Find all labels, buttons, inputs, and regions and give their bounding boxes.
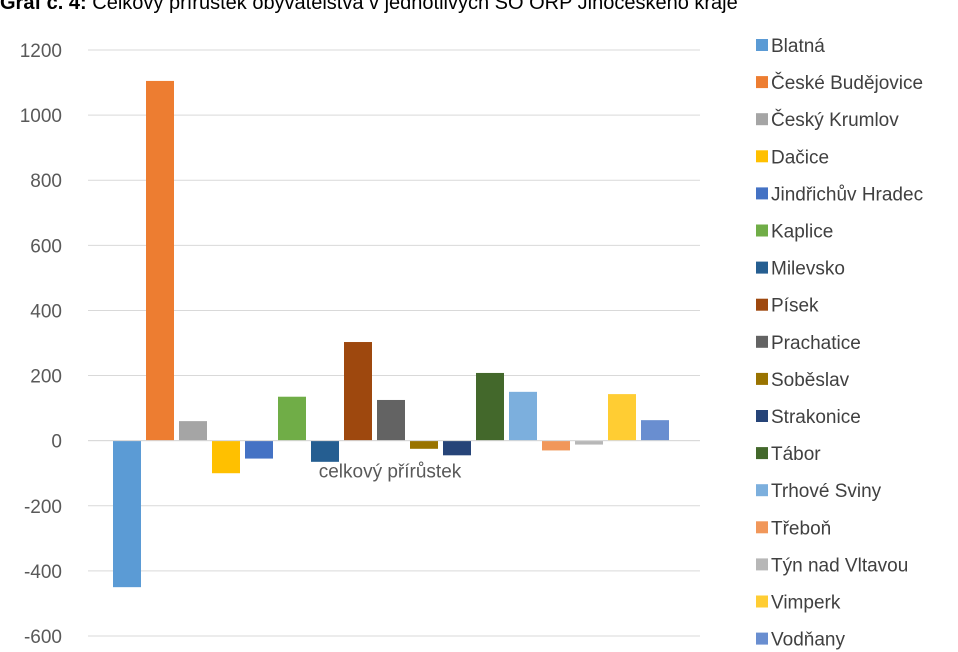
legend-swatch bbox=[756, 335, 768, 348]
legend-item: Český Krumlov bbox=[756, 109, 899, 131]
legend-item: Vimperk bbox=[756, 593, 841, 614]
legend-swatch bbox=[756, 298, 768, 311]
legend-label: Český Krumlov bbox=[771, 109, 899, 131]
legend-item: Milevsko bbox=[756, 259, 845, 280]
gridlines bbox=[88, 49, 700, 637]
bar bbox=[278, 396, 306, 441]
legend-item: Jindřichův Hradec bbox=[756, 184, 923, 205]
bar bbox=[377, 399, 405, 441]
legend-item: Trhové Sviny bbox=[756, 481, 882, 502]
y-tick-label: 0 bbox=[51, 432, 62, 453]
chart-title-prefix: Graf č. 4: bbox=[0, 0, 87, 14]
y-tick-label: 800 bbox=[30, 171, 62, 192]
legend-swatch bbox=[756, 113, 768, 126]
bar bbox=[344, 342, 372, 441]
bar bbox=[113, 440, 141, 588]
legend-swatch bbox=[756, 558, 768, 571]
legend-label: Kaplice bbox=[771, 222, 833, 243]
y-tick-label: -600 bbox=[24, 627, 62, 648]
legend-swatch bbox=[756, 39, 768, 51]
bar bbox=[476, 372, 504, 441]
legend-item: Písek bbox=[756, 296, 819, 317]
legend-swatch bbox=[756, 76, 768, 89]
legend-swatch bbox=[756, 595, 768, 608]
legend-label: Tábor bbox=[771, 444, 821, 465]
legend-label: Prachatice bbox=[771, 333, 861, 354]
legend-label: Písek bbox=[771, 296, 819, 317]
legend-label: Blatná bbox=[771, 36, 825, 57]
bar bbox=[641, 420, 669, 441]
legend-label: Týn nad Vltavou bbox=[771, 555, 908, 576]
legend: Blatná České Budějovice Český Krumlov Dačic… bbox=[756, 36, 923, 651]
x-axis: celkový přírůstek bbox=[88, 440, 700, 483]
legend-item: České Budějovice bbox=[756, 72, 923, 94]
legend-label: Vimperk bbox=[771, 593, 841, 614]
y-tick-label: -400 bbox=[24, 562, 62, 583]
legend-item: Třeboň bbox=[756, 518, 831, 539]
bar bbox=[608, 394, 636, 441]
y-tick-label: 200 bbox=[30, 367, 62, 388]
legend-label: Milevsko bbox=[771, 259, 845, 280]
chart-title: Graf č. 4: Celkový přírůstek obyvatelstv… bbox=[0, 0, 958, 18]
legend-item: Blatná bbox=[756, 36, 825, 57]
legend-label: Vodňany bbox=[771, 630, 845, 651]
legend-label: Soběslav bbox=[771, 370, 850, 391]
y-tick-label: 1000 bbox=[20, 106, 62, 127]
bar bbox=[509, 391, 537, 441]
legend-swatch bbox=[756, 632, 768, 645]
bars bbox=[113, 80, 669, 588]
bar bbox=[575, 440, 603, 445]
legend-swatch bbox=[756, 447, 768, 460]
bar bbox=[311, 440, 339, 462]
legend-item: Kaplice bbox=[756, 222, 833, 243]
y-tick-label: 400 bbox=[30, 301, 62, 322]
bar bbox=[542, 440, 570, 451]
legend-swatch bbox=[756, 150, 768, 163]
bar bbox=[146, 80, 174, 441]
legend-item: Dačice bbox=[756, 147, 829, 168]
legend-label: Trhové Sviny bbox=[771, 481, 882, 502]
y-tick-label: 1200 bbox=[20, 41, 62, 62]
legend-label: Třeboň bbox=[771, 518, 831, 539]
category-label: celkový přírůstek bbox=[319, 462, 462, 483]
legend-swatch bbox=[756, 521, 768, 534]
legend-label: České Budějovice bbox=[771, 72, 923, 94]
legend-swatch bbox=[756, 484, 768, 497]
bar bbox=[245, 440, 273, 459]
legend-item: Strakonice bbox=[756, 407, 861, 428]
legend-swatch bbox=[756, 410, 768, 422]
legend-item: Vodňany bbox=[756, 630, 845, 651]
legend-item: Prachatice bbox=[756, 333, 861, 354]
legend-swatch bbox=[756, 261, 768, 274]
legend-swatch bbox=[756, 372, 768, 385]
legend-label: Dačice bbox=[771, 147, 829, 168]
y-tick-label: 600 bbox=[30, 236, 62, 257]
legend-label: Strakonice bbox=[771, 407, 861, 428]
bar bbox=[179, 421, 207, 441]
y-tick-label: -200 bbox=[24, 497, 62, 518]
bar bbox=[443, 440, 471, 456]
bar bbox=[212, 440, 240, 474]
legend-swatch bbox=[756, 187, 768, 200]
legend-item: Tábor bbox=[756, 444, 821, 465]
legend-item: Týn nad Vltavou bbox=[756, 555, 908, 576]
chart-title-text: Celkový přírůstek obyvatelstva v jednotl… bbox=[92, 0, 738, 14]
y-axis: -600 -400 -200 0 200 400 600 800 1000 1200 bbox=[20, 41, 62, 648]
legend-swatch bbox=[756, 224, 768, 237]
legend-label: Jindřichův Hradec bbox=[771, 184, 923, 205]
bar bbox=[410, 440, 438, 449]
legend-item: Soběslav bbox=[756, 370, 850, 391]
